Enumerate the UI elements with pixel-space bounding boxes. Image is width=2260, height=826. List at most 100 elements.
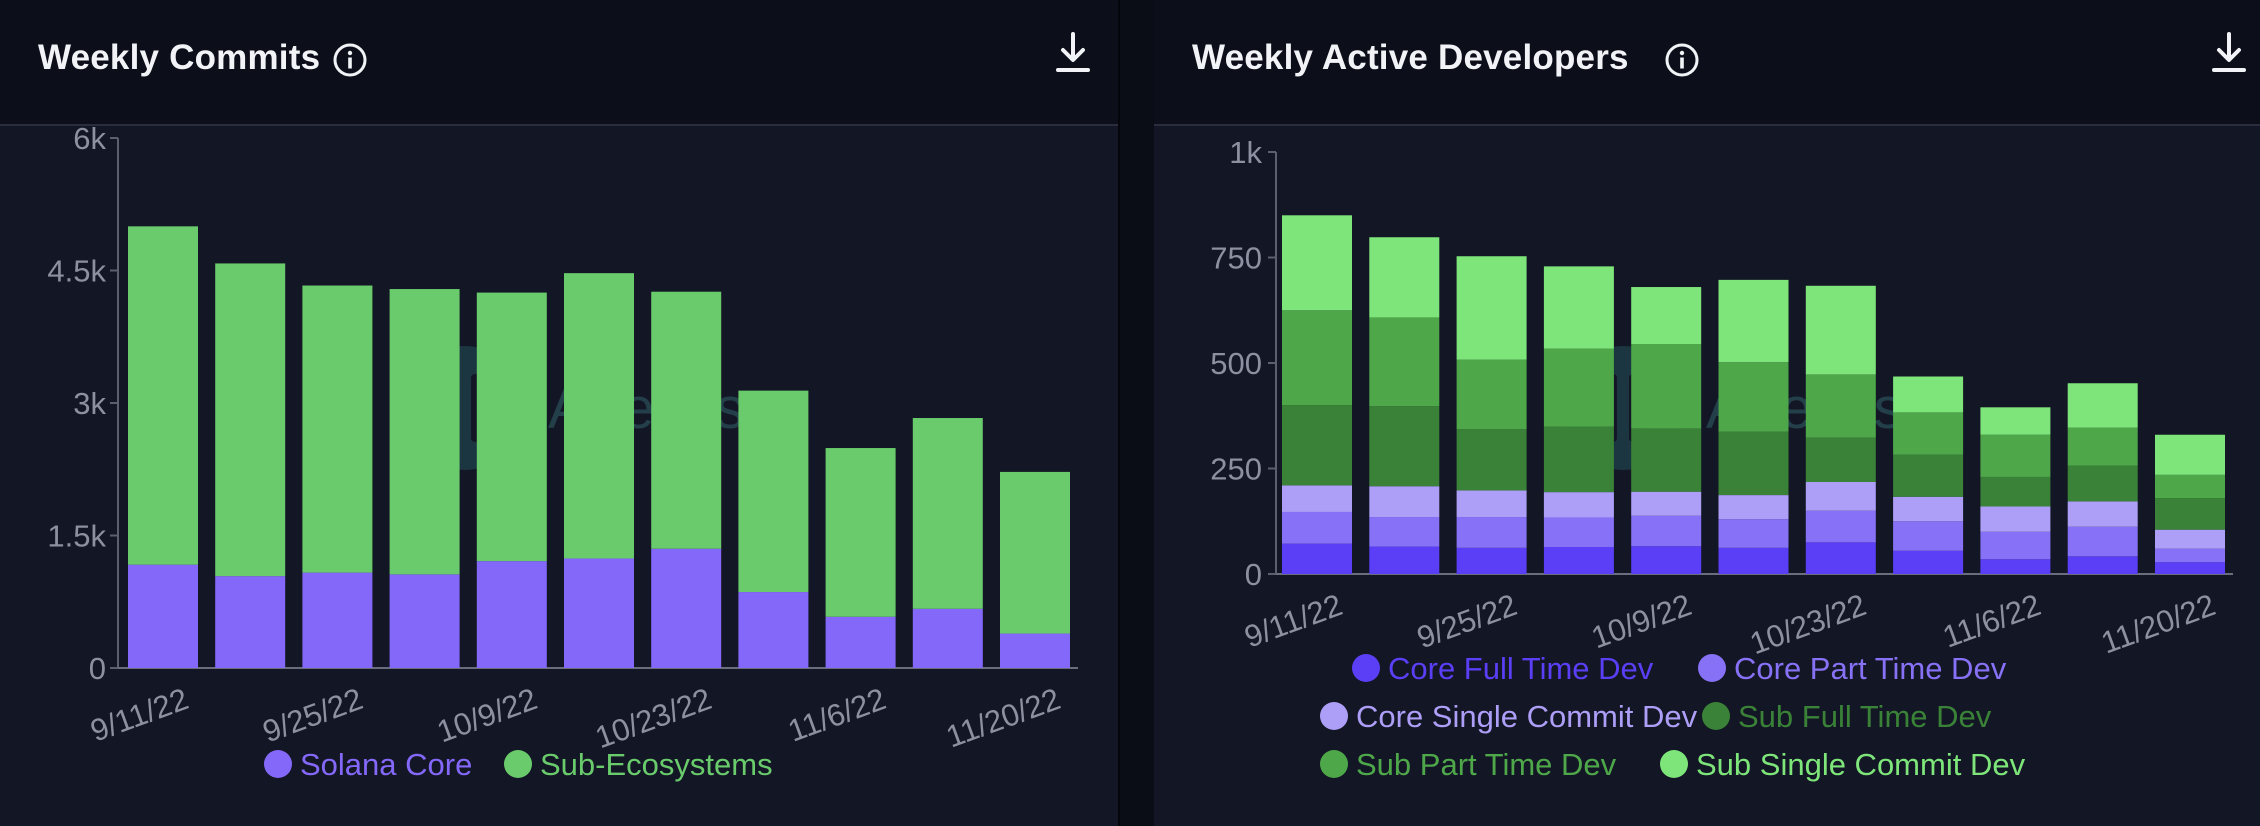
bar-sub-part-time-dev[interactable] — [1805, 374, 1876, 438]
bar-core-part-time-dev[interactable] — [1893, 521, 1964, 551]
legend-item-sub-part-time-dev[interactable]: Sub Part Time Dev — [1320, 747, 1617, 782]
bar-core-single-commit-dev[interactable] — [1631, 491, 1702, 516]
bar-sub-single-commit-dev[interactable] — [1893, 376, 1964, 413]
legend-item-core-single-commit-dev[interactable]: Core Single Commit Dev — [1320, 699, 1698, 734]
bar-sub-single-commit-dev[interactable] — [1282, 215, 1352, 311]
bar-solana-core[interactable] — [651, 548, 722, 668]
bar-sub-full-time-dev[interactable] — [1805, 437, 1876, 483]
bar-core-single-commit-dev[interactable] — [2155, 529, 2225, 549]
bar-sub-part-time-dev[interactable] — [1631, 344, 1702, 429]
bar-sub-ecosystems[interactable] — [564, 273, 634, 559]
bar-core-full-time-dev[interactable] — [1631, 546, 1702, 574]
bar-solana-core[interactable] — [128, 564, 198, 668]
legend-item-sub-single-commit-dev[interactable]: Sub Single Commit Dev — [1660, 747, 2026, 782]
bar-sub-part-time-dev[interactable] — [1369, 317, 1440, 407]
bar-core-part-time-dev[interactable] — [1805, 510, 1876, 543]
bar-sub-part-time-dev[interactable] — [1543, 348, 1614, 427]
bar-sub-ecosystems[interactable] — [302, 285, 373, 573]
bar-solana-core[interactable] — [825, 616, 896, 668]
bar-core-single-commit-dev[interactable] — [1543, 492, 1614, 518]
bar-core-full-time-dev[interactable] — [1980, 559, 2051, 574]
bar-core-full-time-dev[interactable] — [2155, 562, 2225, 574]
bar-solana-core[interactable] — [1000, 633, 1070, 668]
bar-sub-single-commit-dev[interactable] — [1369, 237, 1440, 318]
bar-sub-single-commit-dev[interactable] — [1543, 266, 1614, 349]
bar-core-part-time-dev[interactable] — [2155, 548, 2225, 563]
bar-core-full-time-dev[interactable] — [1805, 542, 1876, 574]
bar-core-part-time-dev[interactable] — [1718, 519, 1789, 548]
bar-sub-part-time-dev[interactable] — [2155, 474, 2225, 499]
bar-core-part-time-dev[interactable] — [1980, 531, 2051, 560]
bar-core-single-commit-dev[interactable] — [1893, 496, 1964, 522]
bar-sub-part-time-dev[interactable] — [2067, 427, 2138, 466]
bar-sub-full-time-dev[interactable] — [1282, 405, 1352, 486]
bar-sub-single-commit-dev[interactable] — [1631, 287, 1702, 345]
legend-item-sub-full-time-dev[interactable]: Sub Full Time Dev — [1702, 699, 1992, 734]
bar-solana-core[interactable] — [215, 576, 286, 668]
bar-sub-ecosystems[interactable] — [1000, 471, 1070, 634]
bar-solana-core[interactable] — [912, 608, 983, 668]
bar-core-single-commit-dev[interactable] — [1718, 495, 1789, 520]
bar-sub-ecosystems[interactable] — [215, 263, 286, 577]
bar-core-single-commit-dev[interactable] — [2067, 501, 2138, 527]
legend-item-sub-ecosystems[interactable]: Sub-Ecosystems — [504, 747, 773, 782]
bar-sub-single-commit-dev[interactable] — [1718, 279, 1789, 363]
bar-sub-single-commit-dev[interactable] — [1805, 285, 1876, 375]
bar-core-part-time-dev[interactable] — [1456, 517, 1527, 548]
bar-core-full-time-dev[interactable] — [1456, 547, 1527, 574]
bar-solana-core[interactable] — [564, 558, 634, 668]
bar-sub-ecosystems[interactable] — [651, 291, 722, 549]
bar-core-full-time-dev[interactable] — [1282, 543, 1352, 574]
bar-core-full-time-dev[interactable] — [1893, 550, 1964, 574]
bar-sub-full-time-dev[interactable] — [1718, 431, 1789, 496]
info-icon[interactable] — [332, 42, 368, 78]
bar-core-part-time-dev[interactable] — [1543, 517, 1614, 547]
bar-sub-full-time-dev[interactable] — [1369, 406, 1440, 487]
bar-sub-part-time-dev[interactable] — [1893, 412, 1964, 455]
bar-sub-ecosystems[interactable] — [825, 448, 896, 617]
bar-core-single-commit-dev[interactable] — [1456, 490, 1527, 518]
bar-core-part-time-dev[interactable] — [2067, 526, 2138, 557]
legend-item-solana-core[interactable]: Solana Core — [264, 747, 472, 782]
bar-sub-ecosystems[interactable] — [476, 292, 547, 562]
bar-sub-ecosystems[interactable] — [738, 390, 809, 593]
bar-sub-part-time-dev[interactable] — [1282, 310, 1352, 406]
bar-sub-ecosystems[interactable] — [912, 418, 983, 609]
info-icon[interactable] — [1664, 42, 1700, 78]
bar-sub-full-time-dev[interactable] — [1980, 476, 2051, 507]
legend-item-core-part-time-dev[interactable]: Core Part Time Dev — [1698, 651, 2007, 686]
bar-core-single-commit-dev[interactable] — [1282, 485, 1352, 512]
bar-sub-single-commit-dev[interactable] — [2155, 434, 2225, 475]
bar-sub-part-time-dev[interactable] — [1456, 359, 1527, 430]
bar-core-single-commit-dev[interactable] — [1369, 486, 1440, 518]
bar-solana-core[interactable] — [302, 572, 373, 668]
bar-sub-single-commit-dev[interactable] — [1456, 256, 1527, 360]
bar-core-part-time-dev[interactable] — [1369, 517, 1440, 547]
legend-item-core-full-time-dev[interactable]: Core Full Time Dev — [1352, 651, 1654, 686]
bar-sub-full-time-dev[interactable] — [2155, 498, 2225, 530]
bar-solana-core[interactable] — [389, 574, 460, 668]
bar-core-single-commit-dev[interactable] — [1805, 482, 1876, 511]
bar-core-full-time-dev[interactable] — [1543, 546, 1614, 574]
bar-core-part-time-dev[interactable] — [1631, 515, 1702, 547]
bar-sub-ecosystems[interactable] — [389, 289, 460, 575]
bar-sub-full-time-dev[interactable] — [1456, 429, 1527, 491]
bar-core-full-time-dev[interactable] — [2067, 556, 2138, 574]
bar-sub-part-time-dev[interactable] — [1980, 434, 2051, 477]
bar-sub-full-time-dev[interactable] — [2067, 465, 2138, 502]
bar-sub-part-time-dev[interactable] — [1718, 362, 1789, 432]
bar-core-single-commit-dev[interactable] — [1980, 506, 2051, 532]
bar-core-full-time-dev[interactable] — [1718, 547, 1789, 574]
bar-sub-single-commit-dev[interactable] — [2067, 383, 2138, 428]
bar-sub-single-commit-dev[interactable] — [1980, 407, 2051, 435]
bar-sub-full-time-dev[interactable] — [1893, 454, 1964, 497]
bar-sub-full-time-dev[interactable] — [1631, 428, 1702, 492]
bar-sub-full-time-dev[interactable] — [1543, 426, 1614, 493]
bar-core-full-time-dev[interactable] — [1369, 546, 1440, 574]
bar-core-part-time-dev[interactable] — [1282, 511, 1352, 544]
bar-solana-core[interactable] — [476, 561, 547, 668]
bar-sub-ecosystems[interactable] — [128, 226, 198, 565]
bar-solana-core[interactable] — [738, 592, 809, 668]
download-icon[interactable] — [2210, 32, 2248, 74]
download-icon[interactable] — [1054, 32, 1092, 74]
